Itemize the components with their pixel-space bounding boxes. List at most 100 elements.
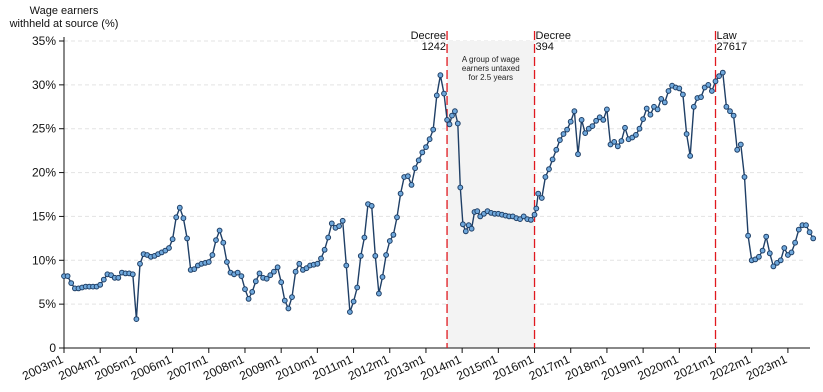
data-point [770,263,777,270]
y-tick-label: 35% [32,34,56,48]
data-point [719,69,726,76]
y-tick-label: 20% [32,166,56,180]
x-axis-ticks: 2003m12004m12005m12006m12007m12008m12009… [20,348,789,383]
data-point [129,271,136,278]
data-point [759,247,766,254]
data-point [705,82,712,88]
data-point [173,214,180,221]
data-point [723,103,730,110]
y-tick-label: 0 [49,341,56,355]
x-tick-label: 2003m1 [20,352,66,383]
data-point [567,118,574,125]
data-point [343,262,350,269]
data-point [687,153,694,159]
data-point [336,223,343,230]
data-point [339,217,346,224]
data-point [446,121,453,128]
data-point [180,215,187,222]
data-point [803,222,809,229]
data-point [792,239,798,246]
data-point [390,231,397,238]
data-point [133,316,140,323]
x-tick-label: 2004m1 [56,352,102,383]
data-point [557,137,563,144]
data-point [727,108,733,115]
x-tick-label: 2023m1 [744,352,790,383]
data-point [263,275,270,282]
data-point [419,149,426,156]
data-point [213,237,219,244]
x-tick-label: 2009m1 [237,352,283,383]
data-point [636,125,643,132]
data-point [647,111,654,118]
data-point [433,92,440,99]
data-point [408,182,415,188]
data-point [535,190,542,197]
data-point [191,266,198,273]
data-point [712,78,719,85]
data-point [238,273,245,280]
data-point [730,112,737,119]
data-point [676,85,683,92]
axes [63,37,810,349]
data-point [698,94,704,100]
data-point [528,217,534,223]
x-tick-label: 2005m1 [92,352,138,383]
data-point [454,120,461,127]
x-tick-label: 2017m1 [527,352,573,383]
policy-line-label: 27617 [717,41,748,53]
data-point [633,132,639,138]
data-point [564,126,570,133]
data-point [328,220,335,227]
y-axis-ticks: 0 5% 10% 15% 20% 25% 30% 35% [32,34,64,355]
y-tick-label: 25% [32,122,56,136]
data-point [654,106,661,113]
data-point [354,284,361,291]
data-point [622,124,628,131]
data-point [741,174,748,180]
series-wage-earners-withheld [61,69,817,323]
data-point [314,260,321,267]
data-point [661,99,668,106]
policy-line-label: Decree [536,30,571,42]
x-tick-label: 2012m1 [346,352,392,383]
y-axis-title: Wage earners withheld at source (%) [9,5,119,30]
data-point [234,269,241,276]
x-tick-label: 2020m1 [635,352,681,383]
x-tick-label: 2018m1 [563,352,609,383]
data-point [600,117,607,123]
data-point [415,157,422,164]
data-point [788,249,795,256]
data-point [379,274,386,280]
data-point [209,252,216,258]
data-point [318,255,324,262]
x-tick-label: 2008m1 [201,352,247,383]
data-point [423,144,429,151]
data-point [611,139,618,145]
data-point [763,233,770,240]
data-point [405,173,411,180]
data-point [449,112,455,119]
data-point [426,136,433,143]
policy-line-label: 394 [536,41,554,53]
data-point [376,290,382,297]
data-point [531,211,538,218]
data-point [604,106,610,113]
y-axis-title-line-1: Wage earners [30,5,99,17]
y-tick-label: 15% [32,209,56,223]
data-point [278,279,285,286]
data-point [575,151,581,158]
data-point [281,297,288,304]
data-point [614,143,621,150]
data-point [806,229,813,236]
data-point [462,228,469,235]
data-point [756,253,762,260]
policy-line-label: Law [717,30,737,42]
data-point [683,131,690,137]
data-point [589,123,596,129]
x-tick-label: 2014m1 [418,352,464,383]
data-point [285,305,292,312]
data-point [745,232,751,239]
y-axis-title-line-2: withheld at source (%) [9,18,119,30]
data-point [643,105,650,112]
